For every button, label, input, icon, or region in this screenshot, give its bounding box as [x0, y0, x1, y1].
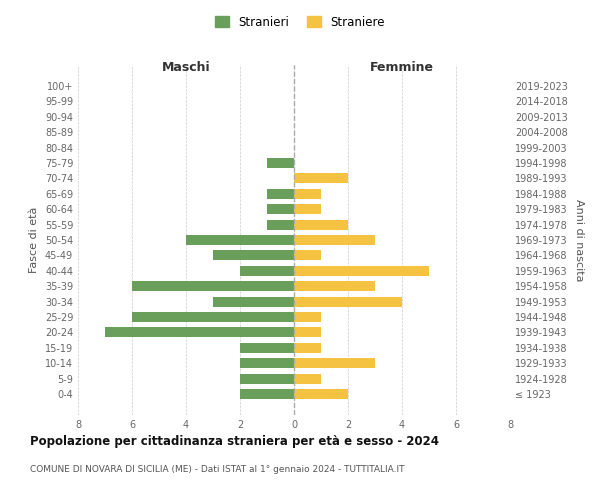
- Bar: [294, 204, 321, 214]
- Bar: [186, 235, 294, 245]
- Bar: [294, 343, 321, 353]
- Bar: [294, 358, 375, 368]
- Bar: [294, 374, 321, 384]
- Text: COMUNE DI NOVARA DI SICILIA (ME) - Dati ISTAT al 1° gennaio 2024 - TUTTITALIA.IT: COMUNE DI NOVARA DI SICILIA (ME) - Dati …: [30, 465, 404, 474]
- Bar: [267, 204, 294, 214]
- Text: Femmine: Femmine: [370, 60, 434, 74]
- Y-axis label: Fasce di età: Fasce di età: [29, 207, 39, 273]
- Bar: [294, 281, 375, 291]
- Bar: [294, 328, 321, 338]
- Bar: [213, 250, 294, 260]
- Bar: [294, 174, 348, 184]
- Bar: [240, 343, 294, 353]
- Bar: [294, 235, 375, 245]
- Bar: [132, 312, 294, 322]
- Bar: [132, 281, 294, 291]
- Bar: [294, 389, 348, 399]
- Bar: [267, 220, 294, 230]
- Bar: [267, 189, 294, 199]
- Y-axis label: Anni di nascita: Anni di nascita: [574, 198, 584, 281]
- Bar: [240, 389, 294, 399]
- Bar: [294, 250, 321, 260]
- Text: Popolazione per cittadinanza straniera per età e sesso - 2024: Popolazione per cittadinanza straniera p…: [30, 435, 439, 448]
- Bar: [294, 266, 429, 276]
- Bar: [294, 296, 402, 306]
- Bar: [294, 312, 321, 322]
- Bar: [267, 158, 294, 168]
- Bar: [105, 328, 294, 338]
- Bar: [240, 358, 294, 368]
- Bar: [294, 189, 321, 199]
- Bar: [294, 220, 348, 230]
- Bar: [213, 296, 294, 306]
- Text: Maschi: Maschi: [161, 60, 211, 74]
- Legend: Stranieri, Straniere: Stranieri, Straniere: [210, 11, 390, 34]
- Bar: [240, 266, 294, 276]
- Bar: [240, 374, 294, 384]
